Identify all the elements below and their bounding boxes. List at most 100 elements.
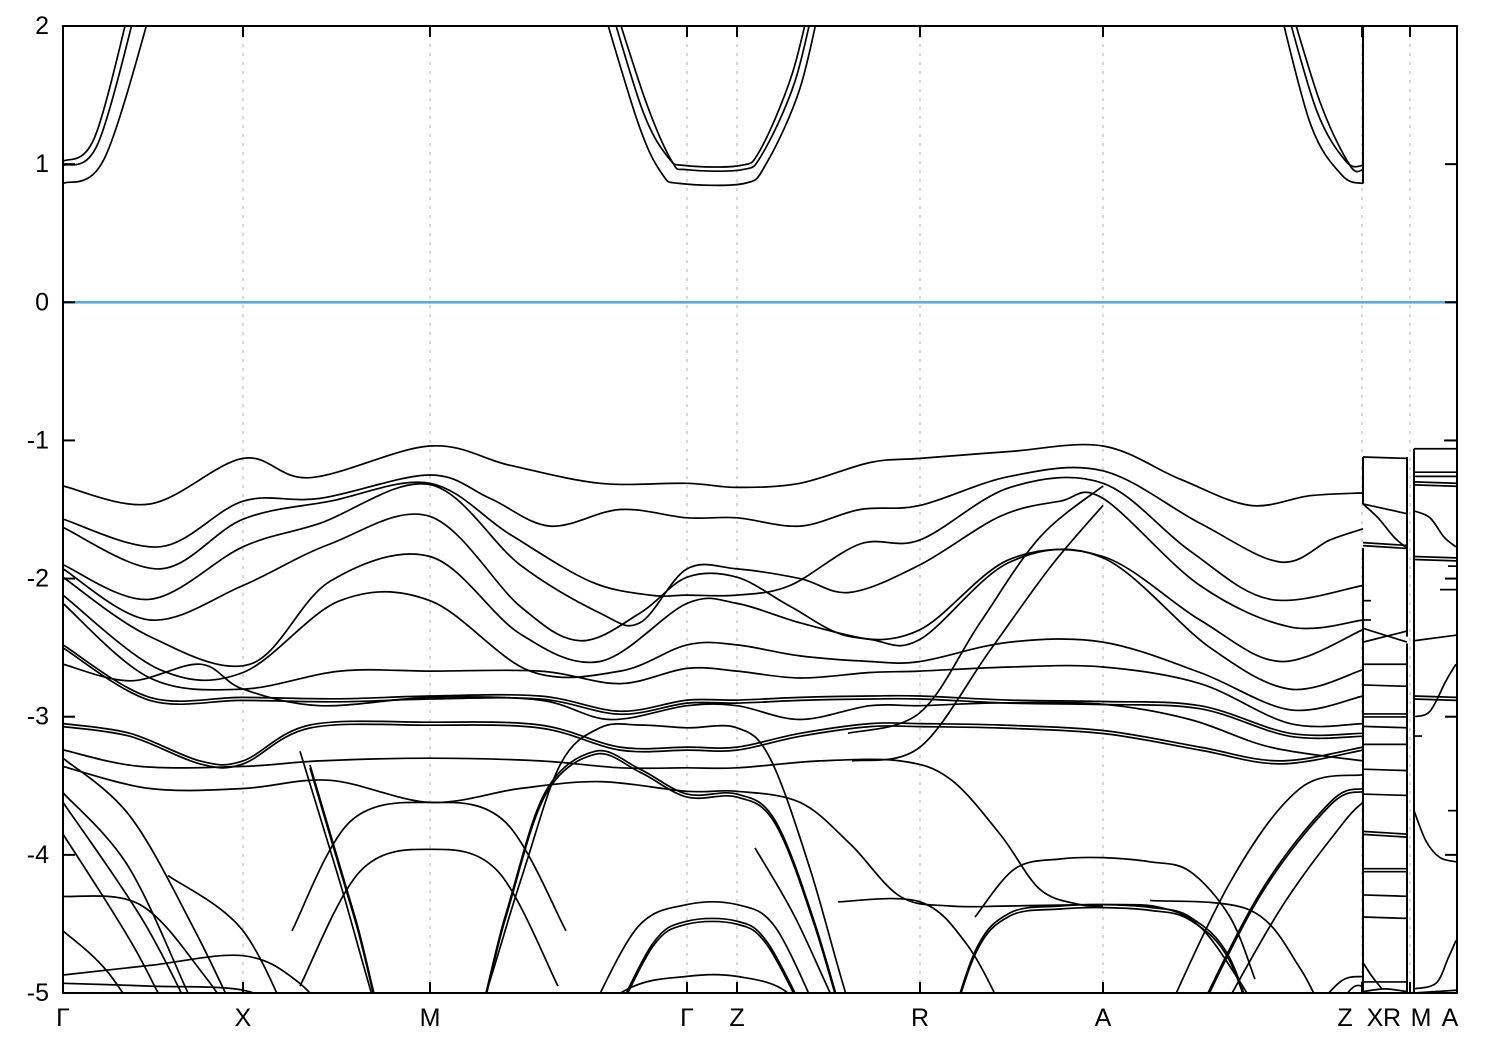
k-point-label: X [1367,1004,1384,1032]
k-point-label: M [1411,1004,1432,1032]
band-line [1207,787,1364,993]
band-line [1362,544,1408,550]
k-point-label: Z [1337,1004,1352,1032]
band-line [1413,634,1457,642]
band-line [63,723,1364,769]
band-line [1413,940,1457,990]
band-line [620,26,810,173]
y-tick-label: 0 [35,288,49,316]
axis-ticks [63,25,1457,994]
band-line [63,895,219,993]
band-line [63,833,160,993]
band-line [851,504,1104,762]
band-line [1362,988,1408,993]
band-line [1362,503,1408,515]
band-line [1413,484,1457,488]
band-line [63,749,1104,908]
band-line [1175,773,1364,993]
k-point-label: Γ [680,1004,694,1032]
band-line [1362,833,1408,838]
band-line [63,548,1364,691]
band-line [1362,456,1408,460]
y-tick-label: 2 [35,12,49,40]
band-line [309,749,837,993]
y-tick-label: -2 [27,565,49,593]
band-line [1362,503,1408,549]
y-tick-label: -1 [27,426,49,454]
band-line [63,954,312,993]
band-line [607,26,817,187]
band-line [974,856,1256,980]
band-line [63,982,256,993]
band-line [599,900,810,993]
band-line [309,752,836,993]
band-line [1362,627,1408,643]
y-tick-label: -4 [27,841,49,869]
band-line [63,930,124,993]
band-line [1208,790,1364,993]
band-line [63,26,148,185]
band-line [1231,801,1364,993]
band-line [1413,695,1457,699]
band-line [1327,975,1364,993]
band-line [291,801,567,932]
band-line [1362,830,1408,835]
band-line [167,874,278,993]
band-line [63,466,1364,563]
band-line [625,917,796,993]
band-line [1413,481,1457,485]
k-point-label: Γ [56,1004,70,1032]
y-axis-labels: 2 1 0 -1 -2 -3 -4 -5 [27,12,49,1007]
band-line [619,973,790,993]
band-line [63,647,1364,740]
band-line [837,897,996,993]
band-line [63,663,1364,762]
plot-frame [62,25,1458,994]
band-line [1362,962,1383,990]
band-line [299,723,847,993]
k-point-label: X [235,1004,252,1032]
band-line [1362,916,1408,920]
band-line [1283,26,1364,185]
band-line [960,906,1244,993]
band-line [1413,558,1457,562]
k-point-label: R [1383,1004,1401,1032]
band-line [1362,630,1408,643]
band-line [1362,725,1408,729]
band-line [1413,810,1457,863]
band-line [1290,26,1364,168]
energy-bands [63,26,1457,993]
y-tick-label: -5 [27,979,49,1007]
band-line [63,26,126,163]
band-line [1413,698,1457,702]
band-line [63,482,1364,630]
band-line [1362,793,1408,797]
band-line [63,801,183,993]
band-line [1413,555,1457,559]
band-line [63,644,1364,737]
k-point-label: M [420,1004,441,1032]
band-line [1346,984,1364,993]
band-line [847,485,1104,735]
band-line [63,476,1364,602]
band-line [626,920,795,993]
band-line [63,443,1364,507]
band-line [63,602,1364,728]
band-line [1362,768,1408,772]
band-line [1362,541,1408,547]
k-point-label: A [1095,1004,1112,1032]
band-line [615,26,806,168]
y-tick-label: -3 [27,703,49,731]
k-point-label: Z [729,1004,744,1032]
band-line [299,848,559,987]
band-line [1362,684,1408,688]
band-line [1413,510,1457,548]
band-line [1413,663,1457,718]
band-line [63,513,1364,663]
k-point-label: R [911,1004,929,1032]
band-line [1149,899,1315,993]
